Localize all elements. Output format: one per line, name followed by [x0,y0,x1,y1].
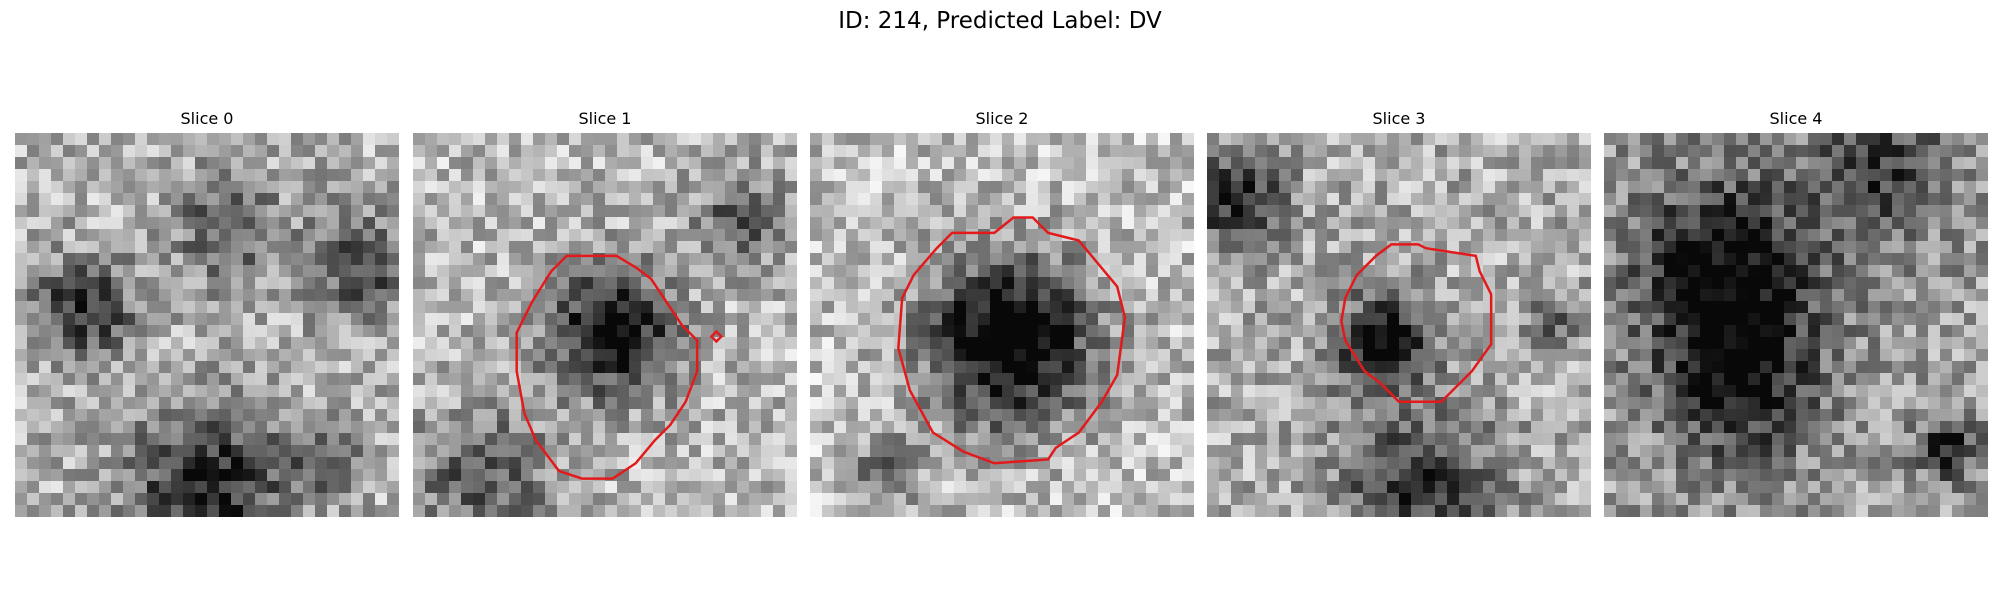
slice-title: Slice 0 [180,109,234,128]
slice-pixels [413,133,797,517]
slice-image [1207,133,1591,517]
slice-pixels [1604,133,1988,517]
slice-title: Slice 2 [975,109,1029,128]
slice-pixels [810,133,1194,517]
slice-image [15,133,399,517]
figure-title: ID: 214, Predicted Label: DV [838,8,1162,34]
slice-panel-1: Slice 1 [413,108,797,517]
slice-panel-4: Slice 4 [1604,108,1988,517]
segmentation-contour [897,216,1127,465]
slice-panel-3: Slice 3 [1207,108,1591,517]
slice-title: Slice 3 [1372,109,1426,128]
slice-title: Slice 4 [1769,109,1823,128]
slice-pixels [15,133,399,517]
slice-title: Slice 1 [578,109,632,128]
slice-image [1604,133,1988,517]
slice-panel-0: Slice 0 [15,108,399,517]
slice-pixels [1207,133,1591,517]
segmentation-contour [1340,243,1493,404]
slice-image [810,133,1194,517]
slice-image [413,133,797,517]
segmentation-contour-small [709,329,724,344]
segmentation-contour [515,254,699,480]
slice-panel-2: Slice 2 [810,108,1194,517]
